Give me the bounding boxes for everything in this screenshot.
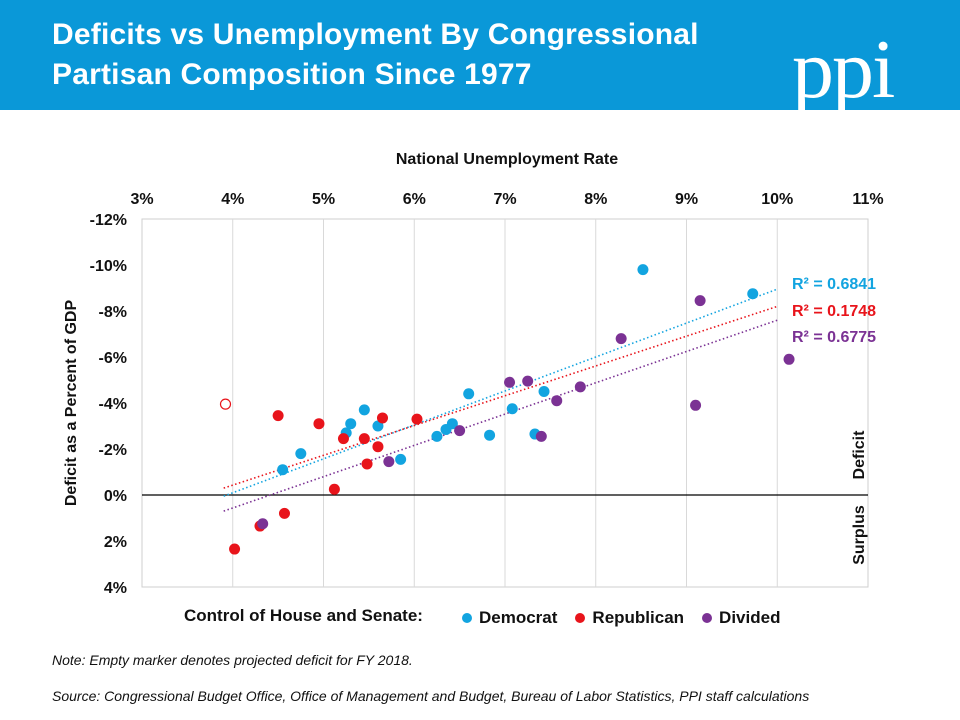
x-tick-label: 10% (761, 191, 793, 208)
legend-marker (575, 613, 586, 623)
legend: Democrat Republican Divided (462, 606, 798, 630)
data-point-divided (574, 381, 586, 393)
legend-item-republican: Republican (575, 608, 684, 628)
x-tick-label: 3% (130, 191, 153, 208)
data-point-democrat (395, 453, 407, 465)
deficit-region-label: Deficit (851, 430, 868, 480)
data-point-divided (694, 295, 706, 307)
data-point-republican (372, 441, 384, 453)
y-axis-title: Deficit as a Percent of GDP (63, 300, 80, 507)
data-point-democrat (463, 388, 475, 400)
data-point-divided (454, 425, 466, 437)
chart-title-line-2: Partisan Composition Since 1977 (52, 58, 532, 91)
data-point-democrat (637, 264, 649, 276)
ppi-logo: ppi (792, 23, 895, 116)
legend-marker (702, 613, 713, 623)
data-point-republican (272, 410, 284, 422)
r-squared-label-democrat: R² = 0.6841 (792, 276, 876, 293)
x-tick-label: 9% (675, 191, 698, 208)
data-point-divided (783, 353, 795, 365)
data-point-divided (535, 430, 547, 442)
y-tick-label: -10% (90, 258, 127, 275)
data-point-democrat (295, 448, 307, 460)
data-point-republican (337, 433, 349, 445)
trendline-republican (223, 305, 778, 489)
x-tick-label: 4% (221, 191, 244, 208)
x-axis-title: National Unemployment Rate (396, 151, 618, 168)
data-point-democrat (446, 418, 458, 430)
data-point-divided (551, 395, 563, 407)
r-squared-label-divided: R² = 0.6775 (792, 329, 876, 346)
legend-item-divided: Divided (702, 608, 780, 628)
y-tick-label: 2% (104, 534, 127, 551)
data-point-divided (615, 333, 627, 345)
x-tick-label: 5% (312, 191, 335, 208)
data-point-republican (229, 543, 241, 555)
data-point-divided (690, 399, 702, 411)
data-point-democrat (277, 464, 289, 476)
trendline-democrat (223, 288, 778, 497)
data-point-republican (278, 507, 290, 519)
projected-point-republican (219, 398, 232, 410)
x-tick-label: 11% (852, 191, 883, 208)
data-point-divided (257, 518, 269, 530)
r-squared-label-republican: R² = 0.1748 (792, 303, 876, 320)
data-point-republican (376, 412, 388, 424)
chart-note: Note: Empty marker denotes projected def… (52, 652, 413, 668)
y-tick-label: -8% (99, 304, 127, 321)
y-tick-label: -4% (99, 396, 127, 413)
data-point-democrat (538, 386, 550, 397)
data-point-democrat (506, 403, 518, 415)
legend-label: Divided (719, 608, 781, 627)
data-point-democrat (431, 430, 443, 442)
y-tick-label: -2% (99, 442, 127, 459)
x-tick-label: 6% (403, 191, 426, 208)
data-point-republican (411, 413, 423, 425)
data-point-democrat (345, 418, 357, 430)
legend-title: Control of House and Senate: (184, 606, 423, 625)
data-point-democrat (372, 420, 384, 432)
legend-marker (462, 613, 472, 623)
header-banner: Deficits vs Unemployment By Congressiona… (0, 0, 960, 116)
data-point-divided (504, 376, 516, 388)
data-point-republican (328, 483, 340, 495)
trendline-divided (223, 319, 778, 512)
surplus-region-label: Surplus (851, 505, 868, 565)
data-point-democrat (747, 288, 759, 300)
chart-source: Source: Congressional Budget Office, Off… (52, 688, 810, 704)
x-tick-label: 8% (584, 191, 607, 208)
chart-title-line-1: Deficits vs Unemployment By Congressiona… (52, 18, 699, 51)
data-point-divided (522, 375, 534, 387)
data-point-divided (383, 456, 395, 468)
y-tick-label: 4% (104, 580, 127, 597)
x-tick-label: 7% (493, 191, 516, 208)
data-point-republican (313, 418, 325, 430)
data-point-republican (361, 458, 373, 470)
y-tick-label: -12% (90, 212, 127, 229)
data-point-democrat (484, 429, 496, 441)
data-point-republican (358, 433, 370, 445)
legend-label: Democrat (479, 608, 558, 627)
y-tick-label: -6% (99, 350, 127, 367)
legend-label: Republican (592, 608, 685, 627)
data-point-democrat (358, 404, 370, 416)
y-tick-label: 0% (104, 488, 127, 505)
legend-item-democrat: Democrat (462, 608, 557, 628)
